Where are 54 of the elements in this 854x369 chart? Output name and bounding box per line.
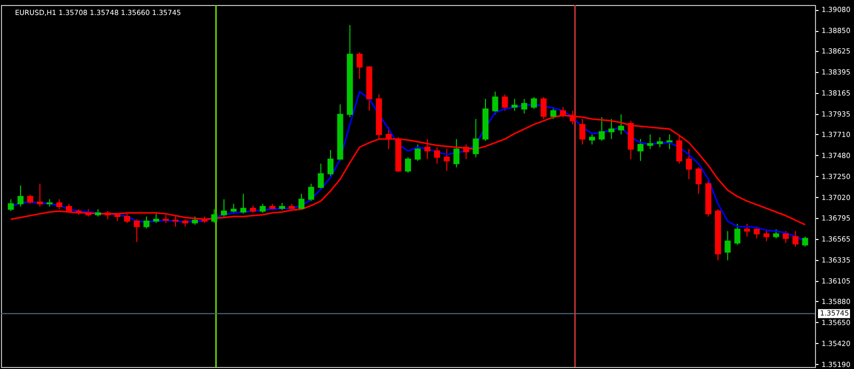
candlestick xyxy=(550,106,556,120)
candlestick xyxy=(18,185,24,208)
candlestick xyxy=(734,223,740,246)
candlestick xyxy=(656,136,663,148)
candlestick xyxy=(744,223,750,238)
candlestick xyxy=(598,116,605,142)
candlestick xyxy=(792,230,798,248)
candlestick xyxy=(424,138,430,160)
candlestick xyxy=(308,183,314,202)
candlestick xyxy=(521,98,528,114)
candlestick xyxy=(444,148,450,172)
candlestick xyxy=(66,203,72,214)
candlestick xyxy=(754,226,760,239)
candlestick xyxy=(318,163,324,190)
candlestick xyxy=(773,228,780,239)
candlestick xyxy=(36,183,43,208)
candlestick xyxy=(676,134,682,164)
candlestick xyxy=(492,91,498,115)
candlestick xyxy=(328,149,334,178)
candlestick xyxy=(211,208,218,224)
candlestick xyxy=(724,230,731,261)
candlestick xyxy=(579,118,586,146)
candlestick xyxy=(647,134,654,150)
candlestick xyxy=(356,52,363,80)
candlestick xyxy=(8,198,14,212)
candlestick xyxy=(386,126,392,150)
candlestick xyxy=(414,144,421,162)
candlestick xyxy=(298,193,304,210)
candlestick xyxy=(512,98,518,112)
candlestick xyxy=(220,198,227,218)
candlestick xyxy=(608,118,614,140)
candlestick xyxy=(666,134,673,150)
candlestick xyxy=(802,236,808,248)
candlestick xyxy=(27,194,34,204)
candlestick xyxy=(472,118,479,158)
candlestick xyxy=(453,138,460,168)
candlestick xyxy=(618,114,624,135)
candlestick xyxy=(637,138,644,162)
candlestick xyxy=(153,213,160,224)
candlestick xyxy=(696,166,702,194)
candlestick xyxy=(434,146,440,164)
candlestick xyxy=(143,216,150,229)
candlestick xyxy=(405,156,411,174)
candlestick xyxy=(686,148,692,180)
candlestick xyxy=(260,203,266,214)
candlestick xyxy=(134,218,140,243)
candlestick xyxy=(589,134,596,146)
candlestick xyxy=(230,203,237,214)
candlestick xyxy=(463,144,470,160)
candlestick xyxy=(502,94,508,112)
candlestick xyxy=(530,96,537,110)
candlestick xyxy=(56,198,62,210)
candlestick xyxy=(782,230,789,244)
candlestick xyxy=(240,193,246,214)
